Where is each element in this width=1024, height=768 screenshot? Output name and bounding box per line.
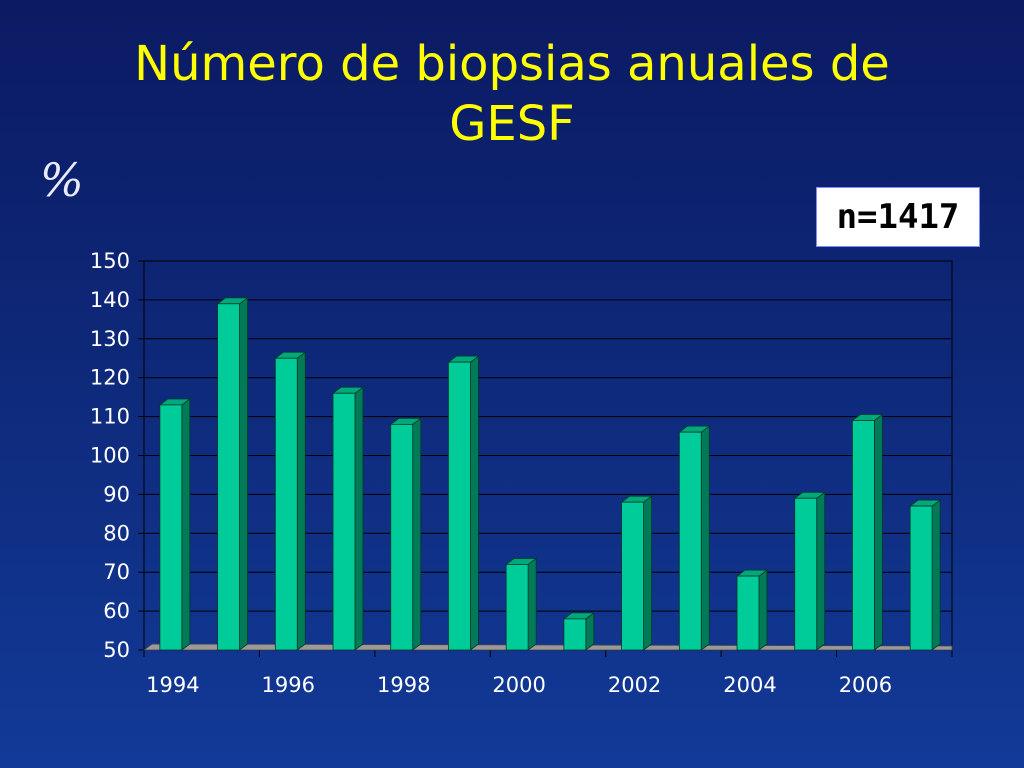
- title-line-2: GESF: [449, 96, 575, 152]
- sample-size-badge: n=1417: [816, 187, 980, 247]
- bar-1995: [216, 296, 249, 651]
- y-tick-label-120: 120: [90, 366, 130, 390]
- y-tick-label-50: 50: [103, 638, 130, 662]
- bar-2000: [504, 557, 538, 651]
- x-tick-label-2004: 2004: [723, 673, 776, 697]
- bar-side-1998: [412, 417, 422, 651]
- x-tick-label-1998: 1998: [377, 673, 430, 697]
- bar-side-1996: [296, 351, 306, 651]
- x-tick-label-2000: 2000: [492, 673, 545, 697]
- bar-2007: [908, 499, 942, 651]
- bar-2004: [735, 569, 769, 651]
- bar-side-2002: [643, 495, 652, 651]
- bar-2005: [793, 491, 826, 651]
- bar-2002: [620, 495, 653, 651]
- bars-layer: [158, 296, 942, 651]
- y-tick-label-80: 80: [103, 521, 130, 545]
- bar-1999: [447, 355, 480, 651]
- bar-front-2004: [736, 575, 760, 651]
- x-tick-label-2002: 2002: [608, 673, 661, 697]
- bar-side-2006: [873, 413, 883, 651]
- bar-side-2004: [758, 569, 768, 651]
- bar-1996: [274, 351, 307, 651]
- bar-front-2005: [794, 497, 818, 651]
- bar-side-2007: [931, 499, 941, 651]
- bar-front-1994: [159, 404, 183, 651]
- title-line-1: Número de biopsias anuales de: [134, 36, 890, 92]
- bar-front-1999: [448, 361, 471, 651]
- bar-2001: [562, 612, 596, 651]
- slide-title: Número de biopsias anuales de GESF: [0, 34, 1024, 154]
- bar-2006: [851, 413, 884, 651]
- floor-layer: [142, 643, 953, 651]
- bar-front-2000: [505, 564, 529, 651]
- bar-front-2003: [678, 431, 702, 651]
- bar-side-1995: [239, 296, 248, 651]
- bar-side-2003: [700, 425, 710, 651]
- y-tick-label-70: 70: [103, 560, 130, 584]
- x-tick-label-1994: 1994: [146, 673, 199, 697]
- y-tick-labels: 50 60 70 80 90 100 110 120 130 140 150: [90, 249, 130, 662]
- chart-floor: [142, 643, 953, 651]
- y-tick-label-110: 110: [90, 405, 130, 429]
- bar-front-1996: [274, 357, 298, 651]
- bar-front-1998: [390, 423, 414, 651]
- y-tick-label-150: 150: [90, 249, 130, 273]
- bar-front-2002: [621, 501, 644, 651]
- bar-side-2000: [527, 557, 537, 651]
- y-tick-label-130: 130: [90, 327, 130, 351]
- bar-front-1997: [332, 392, 356, 651]
- bar-front-1995: [217, 303, 240, 651]
- bar-front-2006: [852, 420, 875, 651]
- bar-front-2007: [909, 505, 933, 651]
- bar-1994: [158, 398, 192, 651]
- bar-2003: [678, 425, 711, 651]
- bar-side-1994: [181, 398, 191, 651]
- x-tick-label-2006: 2006: [839, 673, 892, 697]
- bar-side-2005: [816, 491, 826, 651]
- y-tick-label-60: 60: [103, 599, 130, 623]
- y-tick-label-140: 140: [90, 288, 130, 312]
- x-tick-labels: 1994 1996 1998 2000 2002 2004 2006: [146, 673, 892, 697]
- bar-1998: [389, 417, 422, 651]
- bar-1997: [331, 386, 365, 651]
- x-tick-label-1996: 1996: [262, 673, 315, 697]
- bar-side-1997: [354, 386, 364, 651]
- y-tick-label-100: 100: [90, 444, 130, 468]
- y-tick-label-90: 90: [103, 482, 130, 506]
- bar-side-1999: [469, 355, 479, 651]
- grid-layer: [138, 260, 953, 657]
- percent-unit-label: %: [40, 153, 84, 207]
- bar-front-2001: [563, 618, 587, 651]
